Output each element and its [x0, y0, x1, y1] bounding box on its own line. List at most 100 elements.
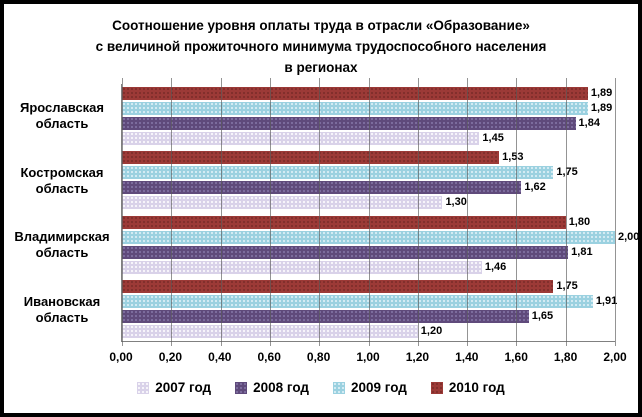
gridline: [368, 78, 370, 346]
bar-row: 1,65: [122, 309, 615, 323]
bar-group: 1,89 1,89 1,84 1,45: [122, 84, 615, 148]
bar-2010: [122, 215, 566, 229]
bar-value-label: 1,89: [590, 102, 613, 115]
gridline: [269, 78, 271, 346]
category-label-line: Ярославская: [20, 100, 104, 116]
bar-row: 1,89: [122, 102, 615, 116]
gridline: [319, 78, 321, 346]
bar-2008: [122, 117, 576, 131]
bar-value-label: 1,20: [420, 324, 443, 337]
bar-row: 1,84: [122, 117, 615, 131]
bar-2009: [122, 294, 593, 308]
legend-swatch-icon: [235, 381, 248, 394]
bar-row: 1,75: [122, 166, 615, 180]
bar-group: 1,53 1,75 1,62 1,30: [122, 148, 615, 212]
category-label-line: Костромская: [20, 164, 104, 180]
bar-value-label: 1,65: [531, 309, 554, 322]
x-tick-label: 0,20: [158, 350, 183, 364]
bar-value-label: 1,30: [445, 196, 467, 209]
chart-title-line-2: с величиной прожиточного минимума трудос…: [95, 39, 547, 54]
gridline: [516, 78, 518, 346]
category-label-line: область: [35, 309, 89, 325]
bar-2009: [122, 166, 554, 180]
bar-2008: [122, 245, 569, 259]
bar-2010: [122, 151, 500, 165]
legend-item: 2010 год: [430, 380, 505, 395]
legend-item: 2008 год: [235, 380, 309, 395]
legend-swatch-icon: [137, 381, 150, 394]
legend: 2007 год 2008 год 2009 год 2010 год: [4, 380, 638, 395]
y-axis-labels: Ярославская область Костромская область Влад…: [6, 84, 118, 342]
bar-value-label: 1,80: [568, 215, 591, 228]
bar-2010: [122, 279, 554, 293]
bar-2010: [122, 87, 588, 101]
bar-2007: [122, 196, 443, 210]
legend-label: 2010 год: [448, 380, 505, 395]
x-tick-label: 1,60: [504, 350, 528, 364]
chart-title: Соотношение уровня оплаты труда в отрасл…: [4, 15, 638, 78]
x-tick-label: 0,00: [109, 350, 133, 364]
bar-value-label: 1,84: [578, 117, 600, 130]
bar-row: 1,53: [122, 151, 615, 165]
bar-2009: [122, 102, 588, 116]
x-tick-label: 0,40: [208, 350, 232, 364]
category-label: Ярославская область: [6, 84, 118, 149]
bar-row: 1,46: [122, 260, 615, 274]
bar-value-label: 1,46: [484, 260, 507, 273]
bar-row: 1,75: [122, 279, 615, 293]
gridline: [615, 78, 616, 346]
legend-item: 2009 год: [333, 380, 407, 395]
gridline: [565, 78, 567, 346]
bar-row: 1,45: [122, 132, 615, 146]
bar-value-label: 1,89: [590, 87, 613, 100]
x-tick-label: 0,80: [306, 350, 331, 364]
bar-2008: [122, 309, 529, 323]
x-tick-label: 1,20: [405, 350, 430, 364]
legend-swatch-icon: [333, 381, 345, 394]
legend-label: 2007 год: [155, 380, 212, 395]
gridline: [171, 78, 173, 346]
x-tick-label: 0,60: [257, 350, 281, 364]
x-axis-tick-labels: 0,00 0,20 0,40 0,60 0,80 1,00 1,20 1,40 1,60 1,80…: [109, 350, 626, 366]
gridline: [417, 78, 419, 346]
plot-area: 1,89 1,89 1,84 1,45 1,53 1,75 1,62 1,30 1,80 2,00…: [121, 78, 638, 346]
x-tick-label: 1,00: [356, 350, 380, 364]
bar-value-label: 1,62: [524, 181, 546, 194]
x-tick-label: 1,40: [455, 350, 479, 364]
x-tick-label: 2,00: [603, 350, 627, 364]
legend-swatch-icon: [430, 381, 443, 394]
gridline: [122, 78, 123, 346]
gridline: [467, 78, 469, 346]
x-tick-label: 1,80: [553, 350, 578, 364]
gridline: [220, 78, 222, 346]
bar-row: 1,89: [122, 87, 615, 101]
legend-label: 2009 год: [351, 380, 407, 395]
category-label: Ивановская область: [6, 278, 118, 343]
bar-value-label: 1,81: [571, 245, 593, 258]
bar-2007: [122, 260, 482, 274]
bar-row: 1,30: [122, 196, 615, 210]
bar-value-label: 1,75: [556, 166, 578, 179]
bar-row: 1,80: [122, 215, 615, 229]
bar-value-label: 1,45: [482, 132, 504, 145]
bar-row: 1,62: [122, 181, 615, 195]
chart-title-line-1: Соотношение уровня оплаты труда в отрасл…: [112, 18, 530, 33]
category-label-line: область: [35, 180, 89, 196]
bar-value-label: 2,00: [618, 230, 640, 243]
bar-2008: [122, 181, 522, 195]
chart-title-line-3: в регионах: [284, 60, 358, 75]
category-label-line: Владимирская: [14, 229, 110, 245]
category-label-line: Ивановская: [23, 293, 101, 309]
legend-label: 2008 год: [253, 380, 309, 395]
bar-value-label: 1,91: [595, 294, 618, 307]
category-label: Владимирская область: [6, 213, 118, 278]
bar-value-label: 1,53: [502, 151, 524, 164]
category-label-line: область: [35, 116, 89, 132]
bar-value-label: 1,75: [556, 279, 578, 292]
bar-row: 1,91: [122, 294, 618, 308]
bar-row: 1,81: [122, 245, 615, 259]
category-label: Костромская область: [6, 149, 118, 214]
legend-item: 2007 год: [137, 380, 211, 395]
bar-2007: [122, 132, 480, 146]
